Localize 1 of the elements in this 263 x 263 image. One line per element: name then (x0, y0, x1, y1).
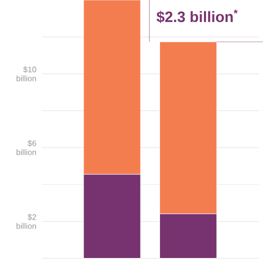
annotation: $2.3 billion$^{*}$ (156, 10, 238, 24)
